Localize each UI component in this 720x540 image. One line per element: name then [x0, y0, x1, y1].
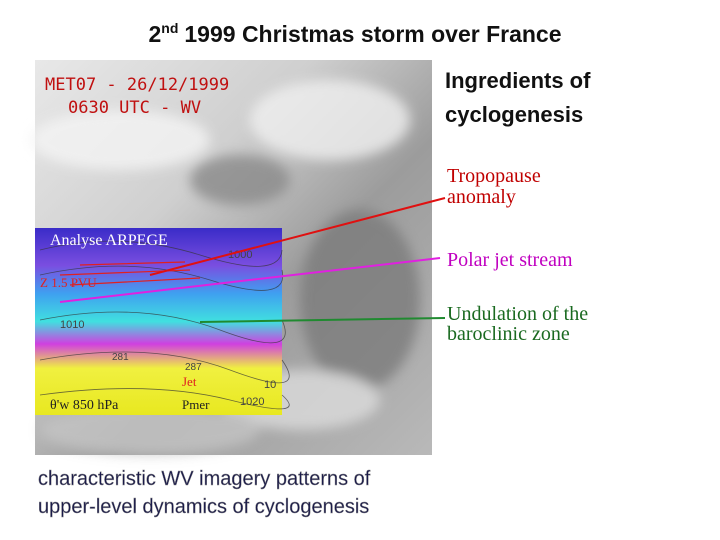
contour-label: 1010: [60, 319, 84, 331]
contour-label: 10: [264, 379, 276, 391]
inset-label: Pmer: [182, 397, 210, 412]
ingredient: Tropopause: [447, 165, 541, 187]
image-label: 0630 UTC - WV: [68, 98, 201, 118]
image-label: MET07 - 26/12/1999: [45, 75, 229, 95]
caption: characteristic WV imagery patterns of: [38, 468, 371, 490]
inset-label: Z 1.5 PVU: [40, 275, 97, 290]
contour-label: 1000: [228, 249, 252, 261]
title-text: 1999 Christmas storm over France: [184, 21, 561, 47]
contour-label: 281: [112, 352, 129, 363]
caption: upper-level dynamics of cyclogenesis: [38, 496, 369, 518]
title-number: 2: [148, 21, 161, 47]
pointers: [59, 197, 446, 323]
ingredient: Undulation of the: [447, 303, 588, 325]
ingredient: anomaly: [447, 186, 516, 208]
title-suffix: nd: [161, 20, 178, 36]
title: 2nd 1999 Christmas storm over France: [148, 20, 561, 47]
contour-label: 1020: [240, 396, 264, 408]
ingredient: Polar jet stream: [447, 249, 573, 271]
inset-label: θ'w 850 hPa: [50, 398, 119, 413]
ingredient: baroclinic zone: [447, 323, 570, 345]
inset-label: Jet: [182, 374, 197, 389]
ingredients-heading: Ingredients of: [445, 68, 591, 93]
ingredients-heading: cyclogenesis: [445, 102, 583, 127]
contour-label: 287: [185, 362, 202, 373]
inset-title: Analyse ARPEGE: [50, 232, 168, 249]
